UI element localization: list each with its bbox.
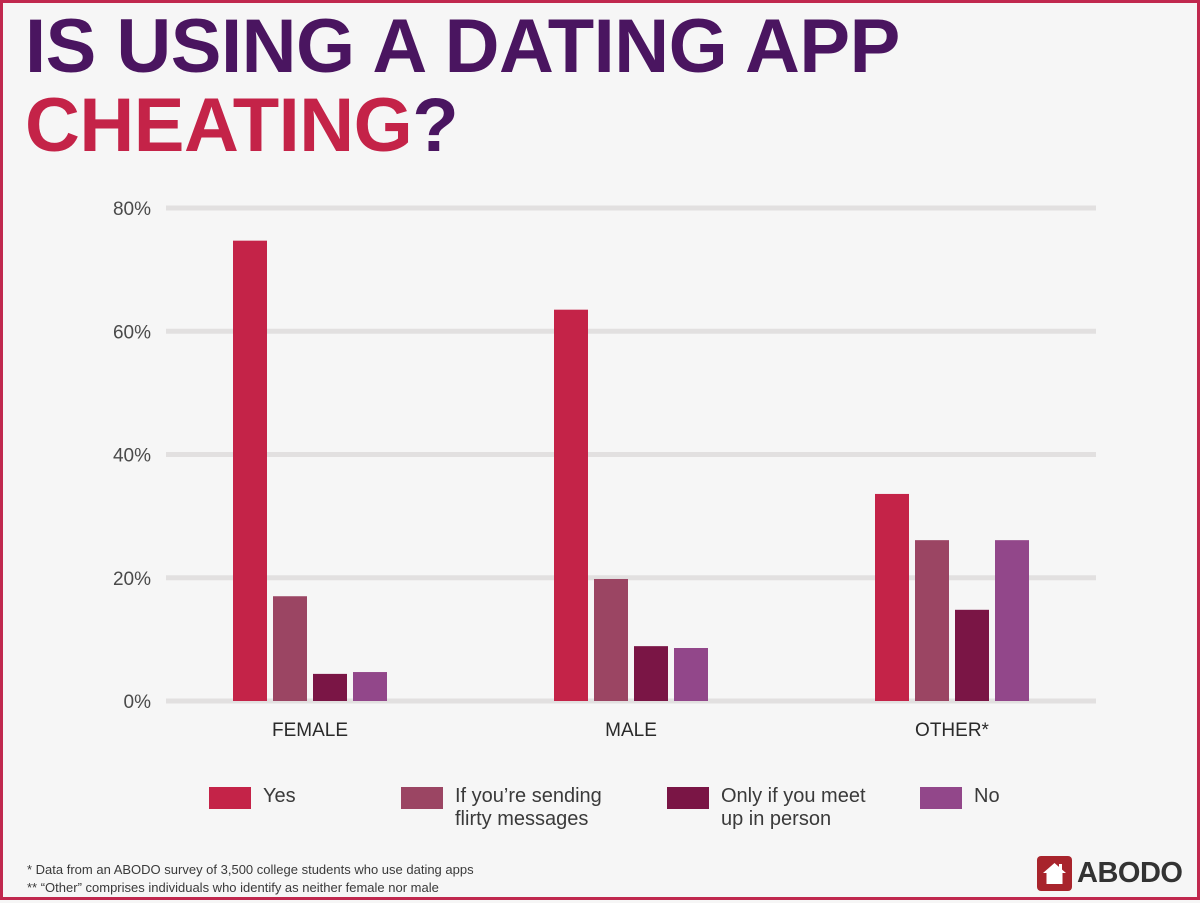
bar-other-3 [995, 540, 1029, 701]
y-tick-label: 60% [113, 322, 151, 343]
logo-text: ABODO [1077, 857, 1183, 889]
bar-female-2 [313, 673, 347, 701]
y-axis-ticks: 0% 20% 40% 60% 80% [113, 199, 151, 713]
x-category-label: FEMALE [272, 720, 348, 741]
title-question-mark: ? [412, 83, 459, 168]
bar-chart: 0% 20% 40% 60% 80% FEMALE MALE OTHER* [113, 199, 1096, 741]
legend: Yes If you’re sending flirty messages Only… [3, 785, 1200, 845]
bar-female-3 [353, 672, 387, 701]
legend-item: Yes [209, 785, 296, 809]
bar-male-0 [554, 309, 588, 701]
bar-male-3 [674, 648, 708, 701]
y-tick-label: 0% [124, 692, 152, 713]
title-highlight: CHEATING [25, 83, 413, 168]
x-category-label: OTHER* [915, 720, 990, 741]
y-tick-label: 20% [113, 569, 151, 590]
legend-label: If you’re sending flirty messages [455, 785, 602, 830]
bar-male-2 [634, 646, 668, 701]
legend-item: No [920, 785, 1000, 809]
legend-item: If you’re sending flirty messages [401, 785, 602, 831]
x-category-label: MALE [605, 720, 657, 741]
bar-other-0 [875, 493, 909, 701]
bar-other-2 [955, 609, 989, 701]
legend-swatch [401, 787, 443, 809]
legend-swatch [667, 787, 709, 809]
house-icon [1037, 856, 1072, 891]
legend-swatch [209, 787, 251, 809]
footnote-other: ** “Other” comprises individuals who ide… [27, 880, 439, 895]
footnotes: * Data from an ABODO survey of 3,500 col… [27, 861, 474, 897]
y-tick-label: 40% [113, 446, 151, 467]
footnote-survey: * Data from an ABODO survey of 3,500 col… [27, 862, 474, 877]
bars [233, 240, 1029, 701]
legend-swatch [920, 787, 962, 809]
bar-female-1 [273, 596, 307, 701]
title-line-2: CHEATING? [25, 86, 900, 165]
bar-male-1 [594, 578, 628, 701]
legend-label: Yes [263, 785, 296, 807]
page-title: IS USING A DATING APP CHEATING? [25, 7, 900, 165]
x-axis-categories: FEMALE MALE OTHER* [272, 720, 990, 741]
legend-item: Only if you meet up in person [667, 785, 866, 831]
legend-label: No [974, 785, 1000, 807]
legend-label: Only if you meet up in person [721, 785, 866, 830]
bar-female-0 [233, 240, 267, 701]
y-tick-label: 80% [113, 199, 151, 220]
bar-other-1 [915, 540, 949, 701]
title-line-1: IS USING A DATING APP [25, 4, 900, 89]
abodo-logo: ABODO [1037, 856, 1183, 891]
